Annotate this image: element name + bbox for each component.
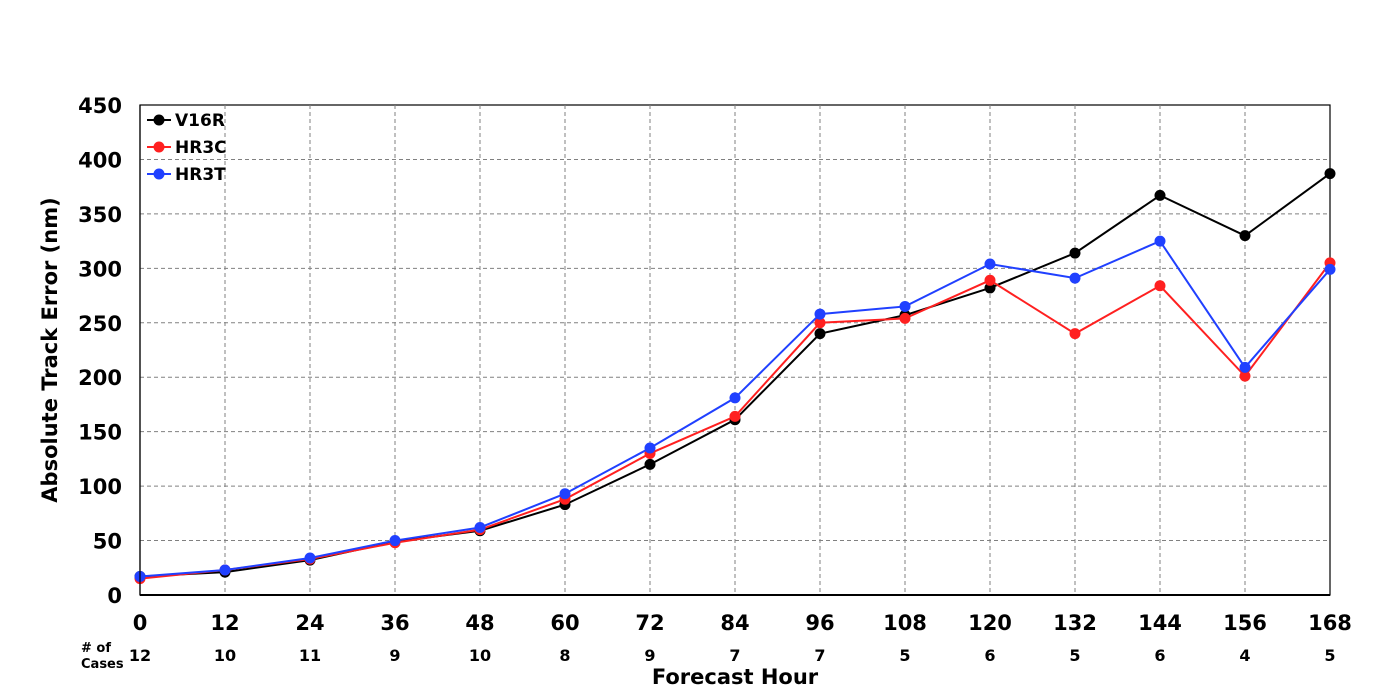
case-count-label: 10: [214, 646, 236, 665]
y-tick-label: 300: [78, 257, 122, 281]
x-tick-label: 96: [805, 611, 834, 635]
x-tick-label: 156: [1223, 611, 1267, 635]
case-count-label: 11: [299, 646, 321, 665]
x-tick-label: 132: [1053, 611, 1097, 635]
data-point: [1239, 230, 1251, 242]
case-count-label: 12: [129, 646, 151, 665]
y-tick-label: 450: [78, 94, 122, 118]
data-point: [899, 312, 911, 324]
y-tick-label: 0: [107, 584, 122, 608]
data-point: [1239, 361, 1251, 373]
cases-row: # of Cases 12 10 11 9 10 8 9 7 7 5 6 5 6 4 5: [81, 641, 1336, 672]
data-point: [899, 300, 911, 312]
data-point: [729, 392, 741, 404]
y-tick-label: 350: [78, 203, 122, 227]
case-count-label: 10: [469, 646, 491, 665]
data-point: [1069, 272, 1081, 284]
x-tick-label: 144: [1138, 611, 1182, 635]
legend-marker: [153, 141, 165, 153]
x-tick-label: 36: [380, 611, 409, 635]
x-axis-title: Forecast Hour: [652, 665, 819, 689]
data-point: [814, 328, 826, 340]
data-point: [644, 442, 656, 454]
x-tick-label: 84: [720, 611, 749, 635]
data-point: [1069, 247, 1081, 259]
data-point: [474, 521, 486, 533]
legend: V16R HR3C HR3T: [147, 111, 227, 185]
data-point: [1069, 328, 1081, 340]
grid: [140, 105, 1330, 595]
legend-marker: [153, 114, 165, 126]
data-point: [1324, 168, 1336, 180]
data-point: [984, 258, 996, 270]
case-count-label: 5: [1324, 646, 1335, 665]
data-point: [304, 552, 316, 564]
data-point: [1154, 280, 1166, 292]
data-point: [1324, 263, 1336, 275]
x-tick-label: 24: [295, 611, 324, 635]
legend-label: V16R: [175, 111, 225, 131]
case-count-label: 6: [984, 646, 995, 665]
cases-title-line1: # of: [81, 641, 111, 656]
case-count-label: 7: [729, 646, 740, 665]
case-count-label: 5: [899, 646, 910, 665]
x-tick-label: 12: [210, 611, 239, 635]
data-point: [729, 410, 741, 422]
axes: 0 50 100 150 200 250 300 350 400 450 0 12 24 36 48 60 72…: [78, 94, 1352, 635]
legend-marker: [153, 168, 165, 180]
x-tick-label: 60: [550, 611, 579, 635]
data-point: [559, 488, 571, 500]
y-tick-label: 150: [78, 421, 122, 445]
case-count-label: 7: [814, 646, 825, 665]
legend-label: HR3T: [175, 165, 226, 185]
legend-label: HR3C: [175, 138, 227, 158]
y-tick-label: 400: [78, 148, 122, 172]
y-tick-label: 200: [78, 366, 122, 390]
data-point: [1239, 370, 1251, 382]
x-tick-label: 108: [883, 611, 927, 635]
case-count-label: 5: [1069, 646, 1080, 665]
case-count-label: 8: [559, 646, 570, 665]
case-count-label: 4: [1239, 646, 1250, 665]
series-layer: [134, 168, 1336, 585]
x-tick-label: 0: [133, 611, 148, 635]
data-point: [814, 317, 826, 329]
x-tick-label: 168: [1308, 611, 1352, 635]
case-count-label: 9: [644, 646, 655, 665]
legend-item: HR3C: [147, 138, 227, 158]
data-point: [984, 282, 996, 294]
x-tick-label: 72: [635, 611, 664, 635]
case-count-label: 6: [1154, 646, 1165, 665]
data-point: [814, 308, 826, 320]
data-point: [1154, 189, 1166, 201]
data-point: [1154, 235, 1166, 247]
x-tick-label: 120: [968, 611, 1012, 635]
legend-item: HR3T: [147, 165, 226, 185]
y-tick-label: 100: [78, 475, 122, 499]
data-point: [389, 535, 401, 547]
case-count-label: 9: [389, 646, 400, 665]
x-tick-label: 48: [465, 611, 494, 635]
cases-title-line2: Cases: [81, 657, 124, 672]
y-tick-label: 50: [93, 530, 122, 554]
data-point: [644, 458, 656, 470]
legend-item: V16R: [147, 111, 225, 131]
y-tick-label: 250: [78, 312, 122, 336]
data-point: [219, 564, 231, 576]
y-axis-title: Absolute Track Error (nm): [38, 197, 62, 502]
series-hr3t: [134, 235, 1336, 582]
data-point: [984, 274, 996, 286]
